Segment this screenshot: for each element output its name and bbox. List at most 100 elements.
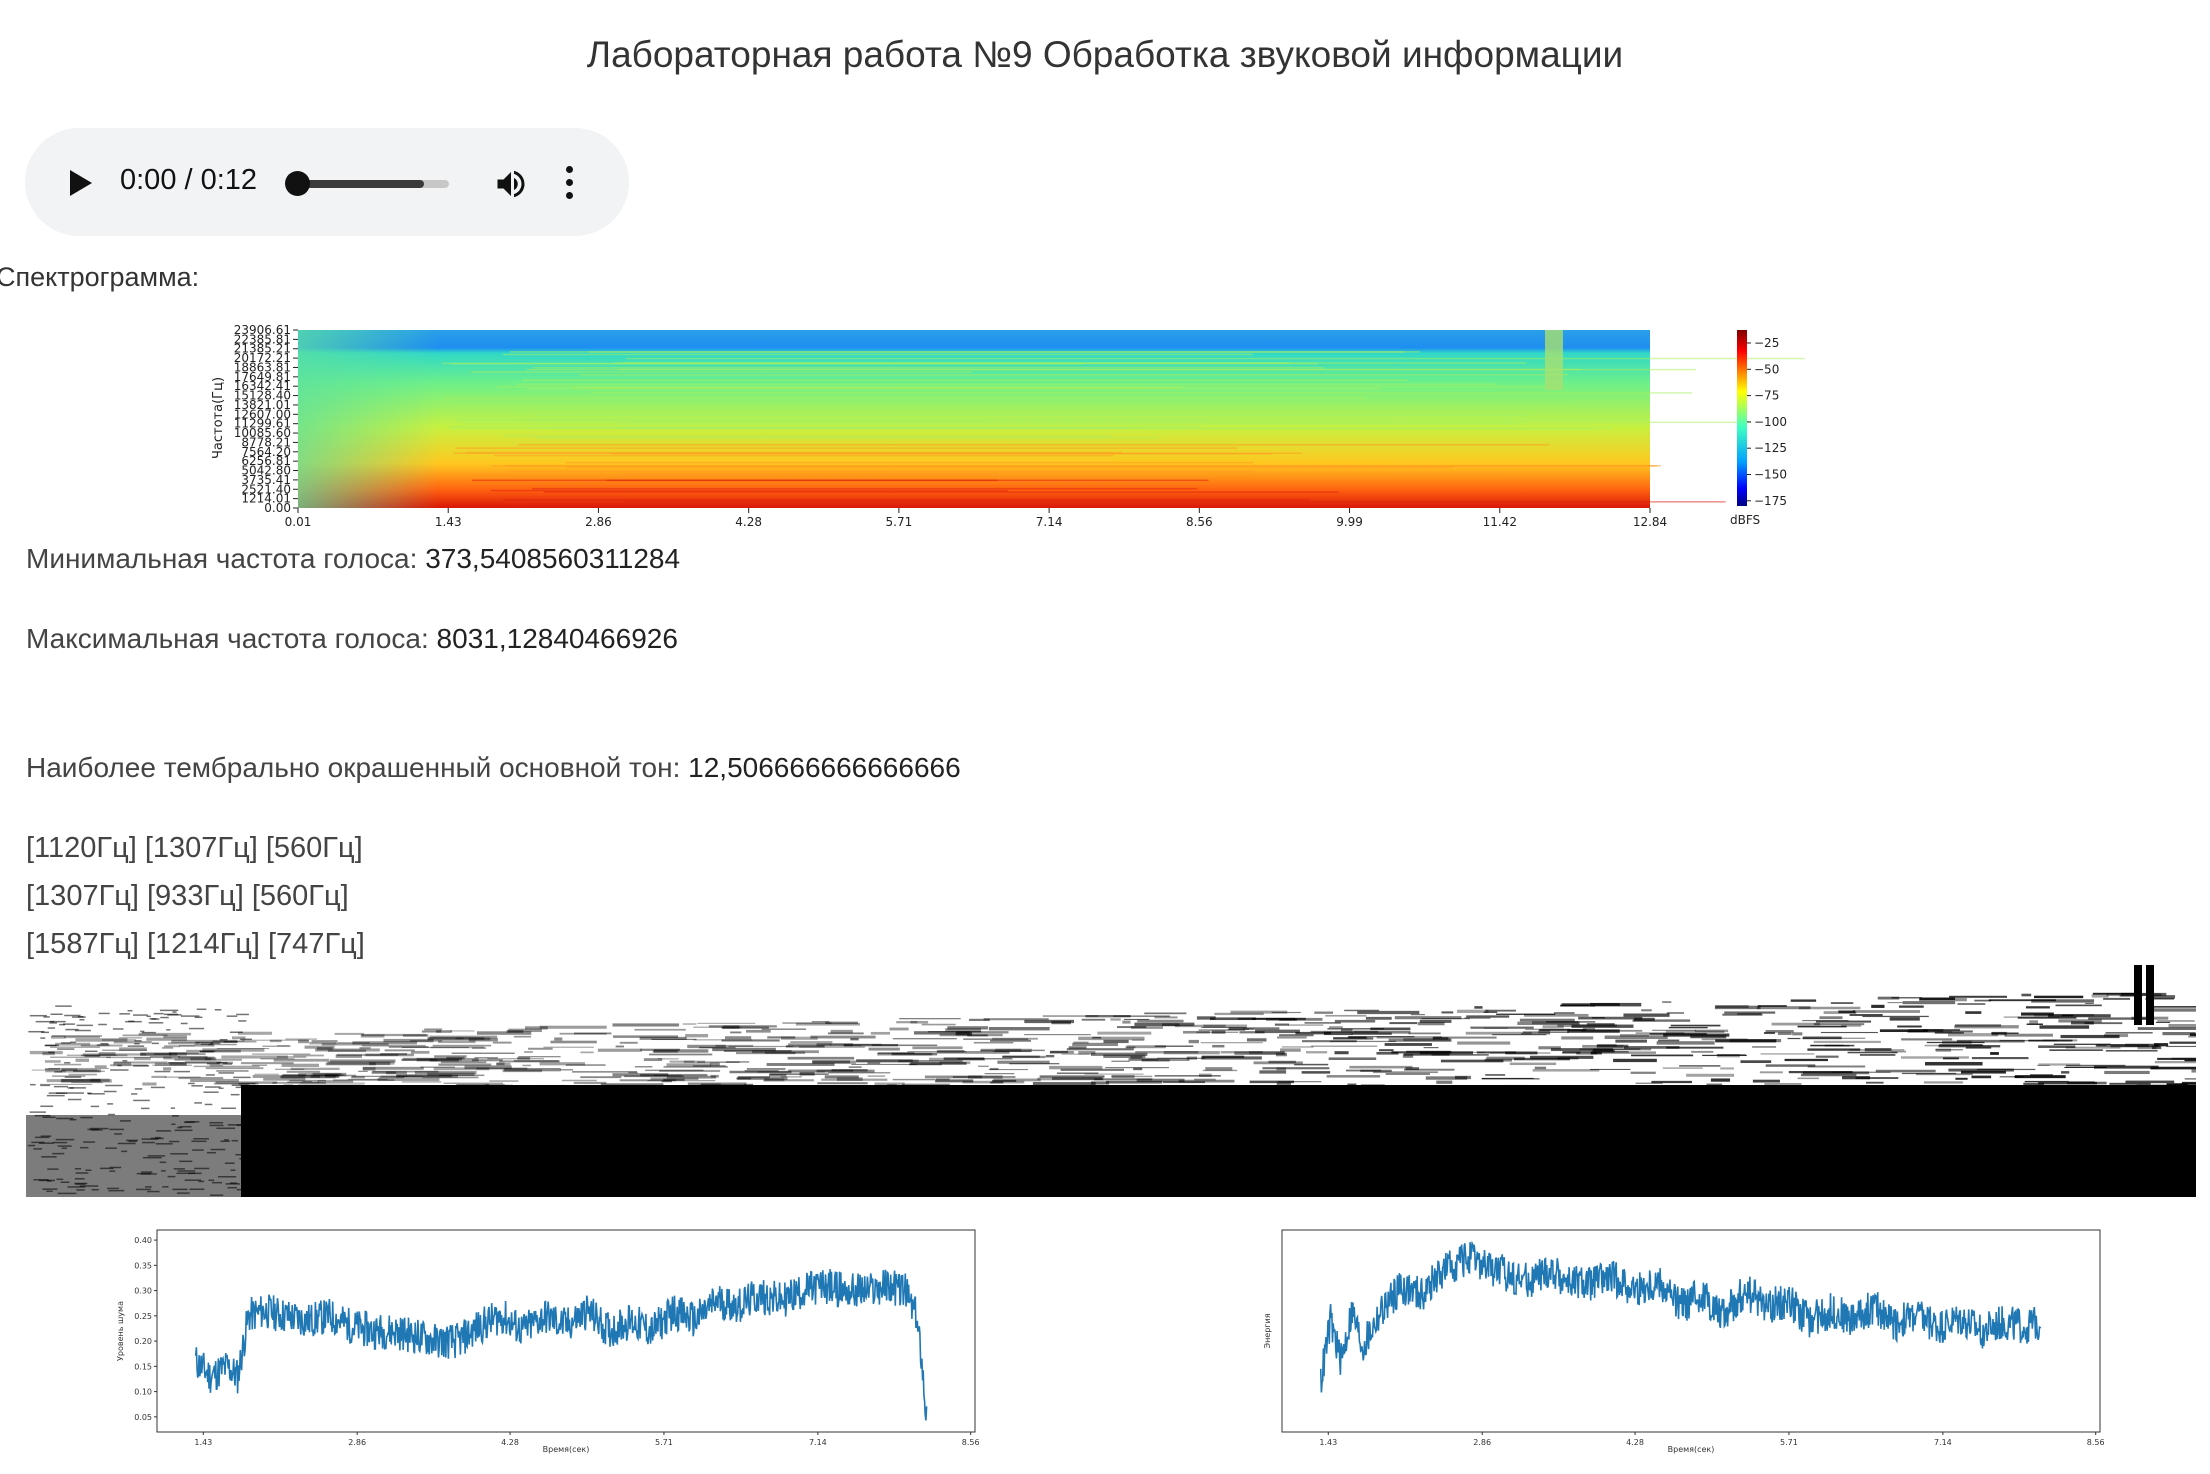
- binary-streak: [105, 1147, 117, 1149]
- binary-streak: [1668, 1026, 1708, 1029]
- chart-xtick-label: 7.14: [1934, 1438, 1952, 1447]
- binary-streak: [2004, 1033, 2053, 1037]
- binary-streak: [107, 1103, 114, 1105]
- colorbar-tick-label: −125: [1754, 441, 1787, 455]
- binary-streak: [1586, 1023, 1615, 1026]
- binary-streak: [1249, 1080, 1295, 1084]
- binary-streak: [1560, 1004, 1590, 1007]
- binary-streak: [624, 1075, 684, 1078]
- binary-streak: [151, 1018, 160, 1020]
- binary-streak: [1403, 1038, 1451, 1042]
- binary-streak: [939, 1033, 1003, 1037]
- spectrogram-ytick-label: 13821.01: [234, 398, 291, 412]
- play-icon[interactable]: [70, 170, 92, 196]
- colorbar-tick-label: −100: [1754, 415, 1787, 429]
- binary-streak: [910, 1020, 929, 1024]
- binary-streak: [899, 1018, 961, 1020]
- binary-streak: [1662, 1067, 1703, 1069]
- binary-streak: [456, 1083, 490, 1088]
- binary-streak: [1546, 1021, 1596, 1023]
- binary-streak: [1246, 1038, 1267, 1042]
- chart-ytick-label: 0.05: [134, 1413, 152, 1422]
- spectrogram-ytick-label: 16342.41: [234, 379, 291, 393]
- spectrogram-xtick-label: 11.42: [1483, 515, 1517, 529]
- binary-streak: [2121, 992, 2167, 996]
- binary-streak: [485, 1083, 505, 1086]
- binary-streak: [283, 1084, 294, 1088]
- binary-streak: [134, 1040, 142, 1042]
- binary-streak: [224, 1139, 229, 1141]
- binary-streak: [210, 1148, 226, 1151]
- binary-streak: [584, 1084, 646, 1087]
- binary-streak: [767, 1036, 796, 1039]
- binary-streak: [219, 1038, 228, 1041]
- binary-streak: [1126, 1045, 1166, 1049]
- binary-streak: [2157, 1020, 2195, 1022]
- spectrogram-band: [586, 386, 1179, 389]
- binary-streak: [1807, 1065, 1866, 1068]
- binary-streak: [910, 1062, 967, 1065]
- binary-streak: [1212, 1044, 1225, 1048]
- binary-streak: [449, 1030, 475, 1032]
- binary-streak: [79, 1018, 85, 1021]
- binary-streak: [1255, 1029, 1300, 1034]
- binary-streak: [1810, 1044, 1844, 1046]
- binary-streak: [1123, 1018, 1150, 1020]
- binary-streak: [70, 1041, 76, 1044]
- volume-icon[interactable]: [492, 166, 530, 202]
- binary-streak: [565, 1064, 606, 1066]
- binary-streak: [1530, 1055, 1594, 1059]
- chart-xtick-label: 4.28: [1626, 1438, 1644, 1447]
- binary-streak: [89, 1127, 109, 1130]
- binary-streak: [1281, 1046, 1314, 1048]
- binary-streak: [337, 1042, 370, 1044]
- binary-streak: [1686, 1073, 1735, 1077]
- binary-streak: [1581, 1029, 1643, 1032]
- binary-streak: [76, 1024, 93, 1027]
- binary-streak: [2037, 1064, 2050, 1067]
- binary-streak: [1157, 1057, 1206, 1059]
- binary-streak: [708, 1025, 777, 1028]
- binary-streak: [1268, 1060, 1296, 1064]
- min-frequency-label: Минимальная частота голоса:: [26, 543, 426, 574]
- binary-streak: [1757, 1005, 1787, 1007]
- binary-streak: [600, 1083, 664, 1086]
- binary-streak: [528, 1047, 553, 1050]
- binary-streak: [936, 1050, 965, 1054]
- binary-streak: [912, 1046, 963, 1050]
- binary-streak: [715, 1044, 754, 1047]
- binary-streak: [1663, 1033, 1730, 1037]
- binary-streak: [891, 1052, 938, 1056]
- binary-streak: [1457, 1041, 1511, 1045]
- binary-streak: [153, 1012, 164, 1015]
- more-vert-icon[interactable]: [566, 166, 573, 200]
- seek-thumb[interactable]: [285, 171, 310, 196]
- binary-streak: [1419, 1051, 1485, 1053]
- binary-streak: [238, 1082, 256, 1085]
- binary-streak: [282, 1073, 307, 1077]
- chart-xtick-label: 5.71: [655, 1438, 673, 1447]
- binary-streak: [1329, 1026, 1343, 1029]
- binary-streak: [164, 1045, 181, 1048]
- spectrogram-xtick-label: 2.86: [585, 515, 612, 529]
- binary-streak: [743, 1083, 754, 1087]
- binary-streak: [1205, 1067, 1233, 1071]
- binary-streak: [892, 1037, 957, 1040]
- binary-streak: [1630, 1071, 1656, 1074]
- binary-streak: [962, 1080, 1025, 1084]
- binary-streak: [1111, 1075, 1153, 1078]
- binary-burst: [2146, 965, 2154, 1025]
- binary-streak: [2184, 1059, 2196, 1062]
- binary-streak: [496, 1062, 511, 1066]
- binary-streak: [827, 1032, 864, 1035]
- binary-streak: [855, 1059, 919, 1063]
- spectrogram-ytick-label: 2521.40: [241, 482, 291, 496]
- binary-streak: [1405, 1067, 1420, 1070]
- min-frequency-line: Минимальная частота голоса: 373,54085603…: [26, 543, 680, 575]
- binary-streak: [1333, 1037, 1374, 1040]
- binary-streak: [44, 1068, 61, 1070]
- binary-streak: [369, 1061, 391, 1066]
- binary-streak: [726, 1061, 750, 1063]
- binary-streak: [1597, 1044, 1617, 1047]
- binary-streak: [209, 1064, 224, 1067]
